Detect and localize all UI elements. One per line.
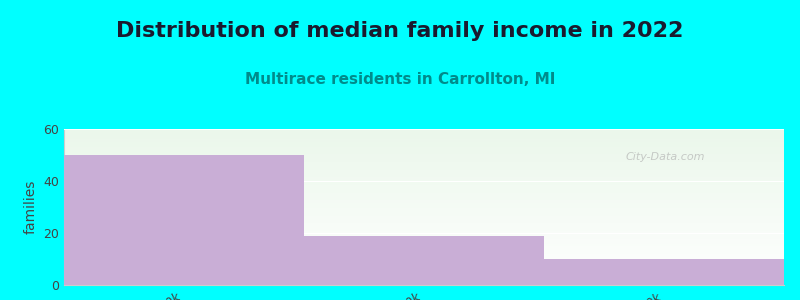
- Y-axis label: families: families: [24, 180, 38, 234]
- Text: Multirace residents in Carrollton, MI: Multirace residents in Carrollton, MI: [245, 72, 555, 87]
- Text: Distribution of median family income in 2022: Distribution of median family income in …: [116, 21, 684, 41]
- Bar: [304, 236, 544, 285]
- Text: City-Data.com: City-Data.com: [626, 152, 705, 162]
- Bar: [544, 259, 784, 285]
- Bar: [64, 155, 304, 285]
